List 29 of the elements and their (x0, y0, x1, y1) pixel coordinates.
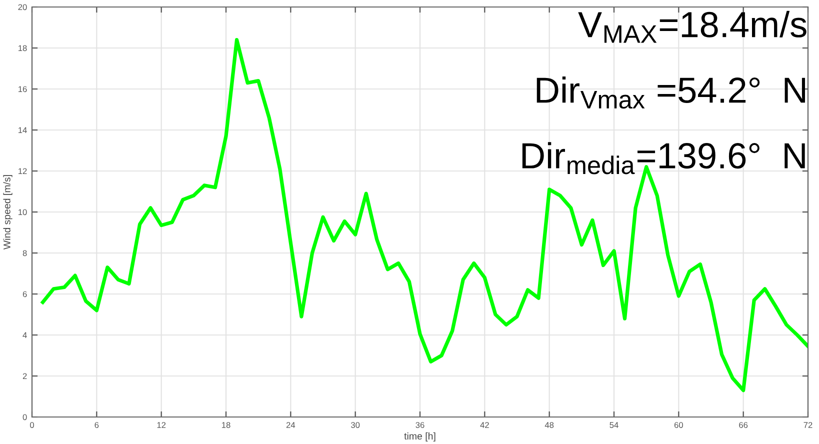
x-axis-title: time [h] (404, 432, 436, 442)
x-tick-label: 54 (610, 422, 618, 428)
y-tick-label: 14 (18, 127, 27, 134)
y-tick-label: 16 (18, 86, 27, 92)
y-tick-label: 8 (22, 250, 27, 256)
y-tick-label: 6 (22, 291, 27, 298)
x-tick-label: 18 (222, 422, 230, 428)
x-tick-label: 12 (157, 422, 166, 428)
x-tick-label: 60 (674, 422, 683, 428)
y-axis-title: Wind speed [m/s] (3, 175, 12, 250)
x-tick-label: 66 (739, 422, 748, 428)
x-tick-label: 24 (286, 422, 296, 428)
annotation: Dir$_{media}$=139.6° N (522, 142, 805, 174)
x-tick-label: 72 (804, 422, 812, 428)
x-tick-label: 42 (480, 422, 489, 428)
x-tick-label: 6 (94, 422, 99, 428)
y-tick-label: 20 (18, 4, 27, 10)
x-tick-label: 36 (416, 422, 424, 428)
annotation: V$_{MAX}$=18.4m/s (578, 10, 806, 43)
y-tick-label: 4 (22, 332, 27, 338)
y-tick-label: 10 (18, 209, 27, 216)
y-tick-label: 18 (18, 45, 27, 52)
x-tick-label: 0 (30, 422, 34, 428)
x-tick-label: 30 (351, 422, 360, 428)
y-tick-label: 2 (22, 373, 27, 380)
y-tick-label: 0 (22, 414, 27, 420)
y-tick-label: 12 (18, 168, 27, 174)
x-tick-label: 48 (544, 422, 554, 428)
annotation: Dir$_{Vmax}$ =54.2° N (536, 76, 805, 109)
